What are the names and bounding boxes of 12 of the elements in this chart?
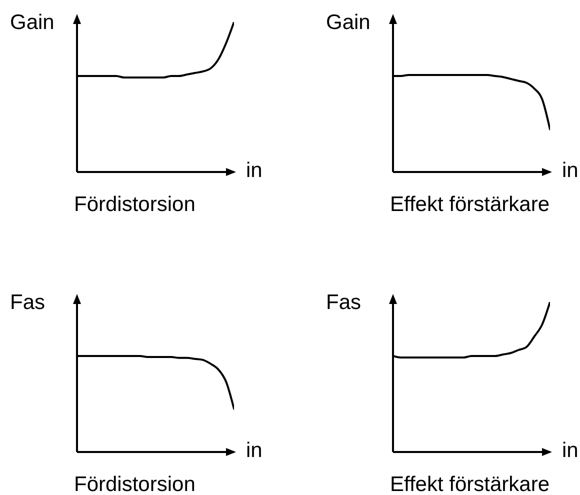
text: Fördistorsion	[74, 193, 196, 216]
text: Fördistorsion	[74, 473, 196, 495]
y-axis-title: Gain	[326, 11, 370, 34]
x-axis-title: in	[246, 159, 262, 182]
x-axis-title: in	[562, 159, 578, 182]
y-axis-title: Fas	[326, 291, 362, 314]
text: Effekt förstärkare	[390, 473, 550, 495]
text: Effekt förstärkare	[390, 193, 550, 216]
x-axis-title: in	[562, 439, 578, 462]
y-axis-title: Fas	[10, 291, 46, 314]
y-axis-title: Gain	[10, 11, 54, 34]
x-axis-title: in	[246, 439, 262, 462]
